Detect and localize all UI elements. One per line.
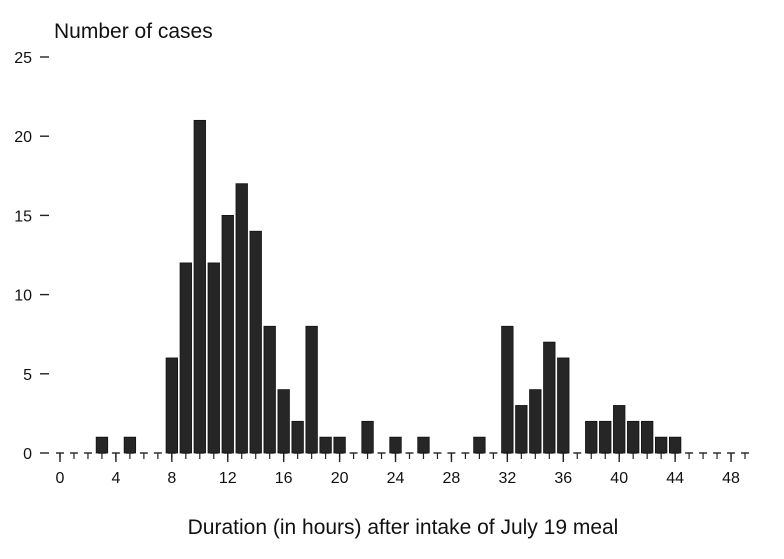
x-tick-label: 8 [167,470,176,487]
bar [557,357,570,454]
x-tick-label: 24 [387,470,405,487]
x-tick-label: 0 [56,470,65,487]
x-axis-title: Duration (in hours) after intake of July… [187,516,619,539]
bar [333,436,346,454]
y-tick-label: 0 [23,446,32,463]
bar [207,262,220,454]
bar [654,436,668,454]
y-tick-label: 5 [23,367,32,384]
bar [95,436,109,454]
x-tick-label: 40 [610,470,628,487]
y-tick-label: 20 [14,129,32,146]
bar [515,405,528,454]
bar [221,214,234,454]
y-tick-label: 10 [14,288,32,305]
x-tick-label: 44 [666,470,684,487]
bar [473,436,486,454]
x-tick-label: 4 [111,470,120,487]
bar [263,325,276,454]
bar [193,119,206,454]
bar [417,436,430,454]
bar [668,436,682,454]
bar [389,436,402,454]
bar [543,341,556,454]
bar [165,357,178,454]
bar [599,420,612,454]
y-axis-title: Number of cases [54,20,213,43]
x-tick-label: 32 [498,470,516,487]
bar [249,230,262,454]
bar [361,420,374,454]
bar [641,420,654,454]
bar [585,420,598,454]
y-tick-label: 25 [14,50,32,67]
bar [277,389,290,454]
bar [627,420,640,454]
x-tick-label: 36 [554,470,572,487]
bar [305,325,318,454]
x-tick-label: 16 [275,470,293,487]
x-tick-label: 12 [219,470,237,487]
bar [613,405,626,454]
bar [501,325,514,454]
bar [235,183,248,454]
x-tick-label: 20 [331,470,349,487]
y-tick-label: 15 [14,208,32,225]
bar [319,436,332,454]
x-tick-label: 28 [443,470,461,487]
x-tick-label: 48 [722,470,740,487]
bar [179,262,192,454]
bar [529,389,542,454]
bar [123,436,137,454]
bar [291,420,304,454]
